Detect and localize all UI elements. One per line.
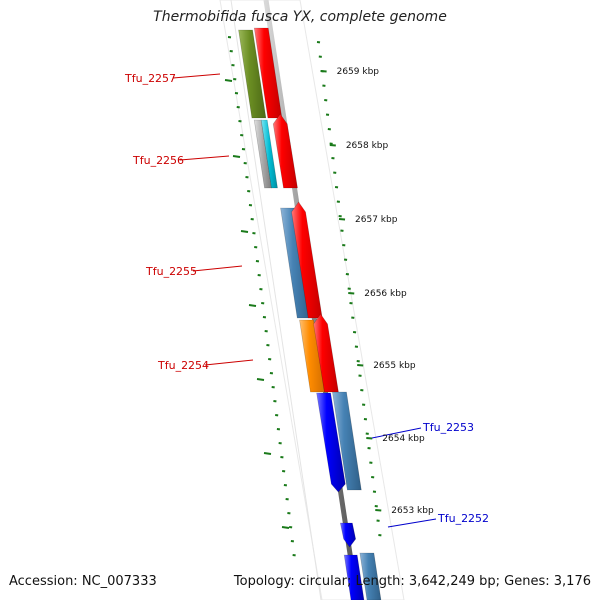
major-tick-mark: [348, 293, 354, 294]
scale-label: 2657 kbp: [355, 215, 398, 225]
major-tick-mark: [330, 145, 336, 146]
gene-label-leader: [205, 360, 253, 365]
gene-label: Tfu_2255: [145, 265, 197, 278]
gene-label-leader: [388, 519, 436, 527]
major-tick-mark: [366, 438, 372, 439]
map-title: Thermobifida fusca YX, complete genome: [0, 9, 600, 25]
accession-label: Accession: NC_007333: [9, 574, 157, 589]
genome-summary: Topology: circular; Length: 3,642,249 bp…: [234, 574, 591, 589]
scale-label: 2658 kbp: [346, 141, 389, 151]
major-tick-mark: [241, 231, 248, 232]
scale-label: 2655 kbp: [373, 361, 416, 371]
scale-label: 2656 kbp: [364, 289, 407, 299]
major-tick-mark: [321, 71, 327, 72]
major-tick-mark: [375, 510, 381, 511]
major-tick-mark: [282, 527, 289, 528]
gene-label-leader: [193, 266, 242, 271]
scale-label: 2654 kbp: [382, 434, 425, 444]
major-tick-mark: [264, 453, 271, 454]
scale-label: 2653 kbp: [391, 506, 434, 516]
gene-label-leader: [180, 156, 229, 160]
gene-label-leader: [173, 74, 220, 78]
major-tick-mark: [339, 219, 345, 220]
major-tick-mark: [225, 80, 232, 81]
gene-label: Tfu_2253: [422, 421, 474, 434]
scale-label: 2659 kbp: [337, 67, 380, 77]
major-tick-mark: [249, 305, 256, 306]
gene-label: Tfu_2257: [124, 72, 176, 85]
gene-label: Tfu_2252: [437, 512, 489, 525]
major-tick-mark: [357, 365, 363, 366]
major-tick-mark: [257, 379, 264, 380]
major-tick-mark: [233, 156, 240, 157]
gene-label: Tfu_2254: [157, 359, 209, 372]
gene-label: Tfu_2256: [132, 154, 184, 167]
